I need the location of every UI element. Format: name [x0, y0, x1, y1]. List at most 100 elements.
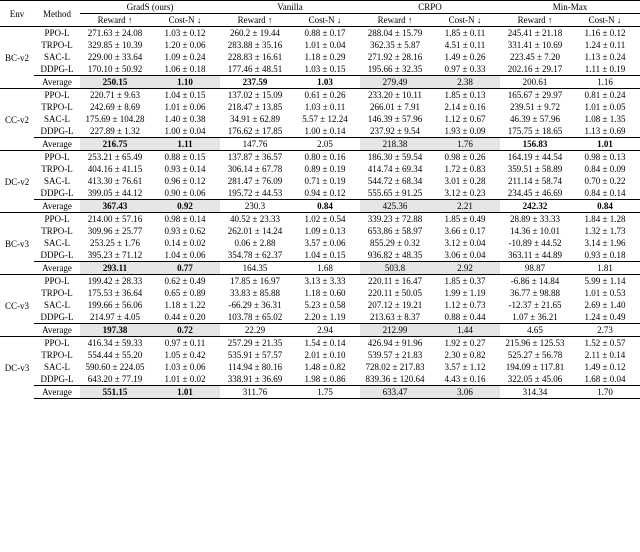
table-row: DDPG-L399.05 ± 44.120.90 ± 0.06195.72 ± … [0, 187, 640, 200]
avg-value-cell: 2.38 [430, 76, 500, 89]
crpo-cost-header: Cost-N ↓ [430, 14, 500, 27]
value-cell: 416.34 ± 59.33 [80, 337, 150, 350]
value-cell: 1.12 ± 0.73 [430, 299, 500, 311]
value-cell: 1.11 ± 0.19 [570, 63, 640, 76]
value-cell: 399.05 ± 44.12 [80, 187, 150, 200]
value-cell: 359.51 ± 58.89 [500, 163, 570, 175]
method-cell: SAC-L [34, 299, 80, 311]
avg-value-cell: 1.81 [570, 262, 640, 275]
value-cell: 339.23 ± 72.88 [360, 213, 430, 226]
table-row: DDPG-L227.89 ± 1.321.00 ± 0.04176.62 ± 1… [0, 125, 640, 138]
value-cell: 1.13 ± 0.69 [570, 125, 640, 138]
value-cell: 1.92 ± 0.27 [430, 337, 500, 350]
table-row: CC-v3PPO-L199.42 ± 28.330.62 ± 0.4917.85… [0, 275, 640, 288]
method-cell: SAC-L [34, 175, 80, 187]
method-cell: PPO-L [34, 337, 80, 350]
value-cell: 1.03 ± 0.15 [290, 63, 360, 76]
value-cell: 253.21 ± 65.49 [80, 151, 150, 164]
value-cell: 2.14 ± 0.16 [430, 101, 500, 113]
value-cell: -10.89 ± 44.52 [500, 237, 570, 249]
value-cell: 223.45 ± 7.20 [500, 51, 570, 63]
average-label: Average [34, 324, 80, 337]
avg-value-cell: 1.03 [290, 76, 360, 89]
average-label: Average [34, 386, 80, 399]
method-cell: PPO-L [34, 151, 80, 164]
method-cell: DDPG-L [34, 249, 80, 262]
value-cell: 0.65 ± 0.89 [150, 287, 220, 299]
value-cell: 653.86 ± 58.97 [360, 225, 430, 237]
value-cell: 1.52 ± 0.57 [570, 337, 640, 350]
value-cell: 266.01 ± 7.91 [360, 101, 430, 113]
value-cell: 1.18 ± 1.22 [150, 299, 220, 311]
value-cell: 5.23 ± 0.58 [290, 299, 360, 311]
value-cell: 0.98 ± 0.14 [150, 213, 220, 226]
value-cell: 170.10 ± 50.92 [80, 63, 150, 76]
value-cell: 643.20 ± 77.19 [80, 373, 150, 386]
value-cell: 0.70 ± 0.22 [570, 175, 640, 187]
value-cell: 354.78 ± 62.37 [220, 249, 290, 262]
value-cell: 253.25 ± 1.76 [80, 237, 150, 249]
value-cell: 0.98 ± 0.13 [570, 151, 640, 164]
method-cell: TRPO-L [34, 39, 80, 51]
value-cell: 1.85 ± 0.11 [430, 27, 500, 40]
value-cell: 555.65 ± 91.25 [360, 187, 430, 200]
group-vanilla-header: Vanilla [220, 1, 360, 14]
value-cell: 309.96 ± 25.77 [80, 225, 150, 237]
value-cell: 233.20 ± 10.11 [360, 89, 430, 102]
value-cell: 194.09 ± 117.81 [500, 361, 570, 373]
value-cell: 0.93 ± 0.62 [150, 225, 220, 237]
value-cell: 0.71 ± 0.19 [290, 175, 360, 187]
value-cell: 137.87 ± 36.57 [220, 151, 290, 164]
value-cell: 1.02 ± 0.54 [290, 213, 360, 226]
average-row: Average197.380.7222.292.94212.991.444.65… [0, 324, 640, 337]
value-cell: 283.88 ± 35.16 [220, 39, 290, 51]
value-cell: 1.98 ± 0.86 [290, 373, 360, 386]
avg-value-cell: 212.99 [360, 324, 430, 337]
value-cell: 0.90 ± 0.06 [150, 187, 220, 200]
method-cell: DDPG-L [34, 311, 80, 324]
value-cell: 1.03 ± 0.06 [150, 361, 220, 373]
value-cell: 175.69 ± 104.28 [80, 113, 150, 125]
avg-value-cell: 230.3 [220, 200, 290, 213]
value-cell: 234.45 ± 46.69 [500, 187, 570, 200]
method-cell: PPO-L [34, 89, 80, 102]
value-cell: 1.08 ± 1.35 [570, 113, 640, 125]
value-cell: 215.96 ± 125.53 [500, 337, 570, 350]
value-cell: 306.14 ± 67.78 [220, 163, 290, 175]
avg-value-cell: 425.36 [360, 200, 430, 213]
value-cell: 0.44 ± 0.20 [150, 311, 220, 324]
method-cell: PPO-L [34, 27, 80, 40]
value-cell: 164.19 ± 44.54 [500, 151, 570, 164]
value-cell: 239.51 ± 9.72 [500, 101, 570, 113]
value-cell: 0.94 ± 0.12 [290, 187, 360, 200]
value-cell: 229.00 ± 33.64 [80, 51, 150, 63]
average-label: Average [34, 200, 80, 213]
avg-value-cell: 1.01 [150, 386, 220, 399]
avg-value-cell: 250.15 [80, 76, 150, 89]
value-cell: 0.93 ± 0.18 [570, 249, 640, 262]
value-cell: -6.86 ± 14.84 [500, 275, 570, 288]
van-reward-header: Reward ↑ [220, 14, 290, 27]
env-cell: BC-v3 [0, 213, 34, 275]
value-cell: 0.84 ± 0.09 [570, 163, 640, 175]
average-row: Average367.430.92230.30.84425.362.21242.… [0, 200, 640, 213]
value-cell: 176.62 ± 17.85 [220, 125, 290, 138]
table-row: SAC-L590.60 ± 224.051.03 ± 0.06114.94 ± … [0, 361, 640, 373]
value-cell: 728.02 ± 217.83 [360, 361, 430, 373]
value-cell: 1.01 ± 0.53 [570, 287, 640, 299]
value-cell: 220.71 ± 9.63 [80, 89, 150, 102]
value-cell: 2.01 ± 0.10 [290, 349, 360, 361]
value-cell: 114.94 ± 80.16 [220, 361, 290, 373]
avg-value-cell: 2.21 [430, 200, 500, 213]
method-cell: TRPO-L [34, 287, 80, 299]
value-cell: 539.57 ± 21.83 [360, 349, 430, 361]
method-cell: DDPG-L [34, 63, 80, 76]
avg-value-cell: 216.75 [80, 138, 150, 151]
avg-value-cell: 1.01 [570, 138, 640, 151]
value-cell: 1.18 ± 0.60 [290, 287, 360, 299]
value-cell: 271.63 ± 24.08 [80, 27, 150, 40]
value-cell: 103.78 ± 65.02 [220, 311, 290, 324]
value-cell: 271.92 ± 28.16 [360, 51, 430, 63]
value-cell: 1.20 ± 0.06 [150, 39, 220, 51]
value-cell: 0.81 ± 0.24 [570, 89, 640, 102]
